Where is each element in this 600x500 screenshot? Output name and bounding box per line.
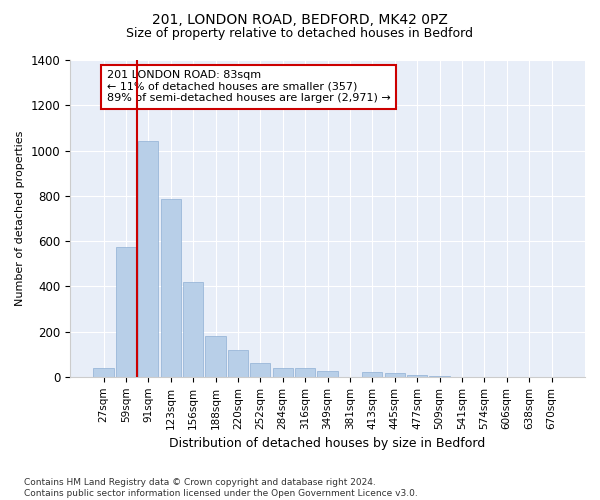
Bar (317, 371, 338, 377)
Text: Size of property relative to detached houses in Bedford: Size of property relative to detached ho… (127, 28, 473, 40)
Bar (250, 363, 271, 377)
Bar (116, 246, 136, 377)
Bar (362, 372, 382, 377)
Bar (161, 199, 181, 377)
Text: 201 LONDON ROAD: 83sqm
← 11% of detached houses are smaller (357)
89% of semi-de: 201 LONDON ROAD: 83sqm ← 11% of detached… (107, 70, 391, 103)
Bar (228, 350, 248, 377)
Text: 201, LONDON ROAD, BEDFORD, MK42 0PZ: 201, LONDON ROAD, BEDFORD, MK42 0PZ (152, 12, 448, 26)
Bar (138, 142, 158, 377)
Bar (272, 368, 293, 377)
Bar (94, 368, 113, 377)
Bar (430, 376, 449, 377)
Bar (295, 368, 315, 377)
Text: Contains HM Land Registry data © Crown copyright and database right 2024.
Contai: Contains HM Land Registry data © Crown c… (24, 478, 418, 498)
Bar (183, 282, 203, 377)
Bar (407, 374, 427, 377)
Bar (205, 336, 226, 377)
Bar (385, 374, 405, 377)
Y-axis label: Number of detached properties: Number of detached properties (15, 130, 25, 306)
X-axis label: Distribution of detached houses by size in Bedford: Distribution of detached houses by size … (169, 437, 485, 450)
